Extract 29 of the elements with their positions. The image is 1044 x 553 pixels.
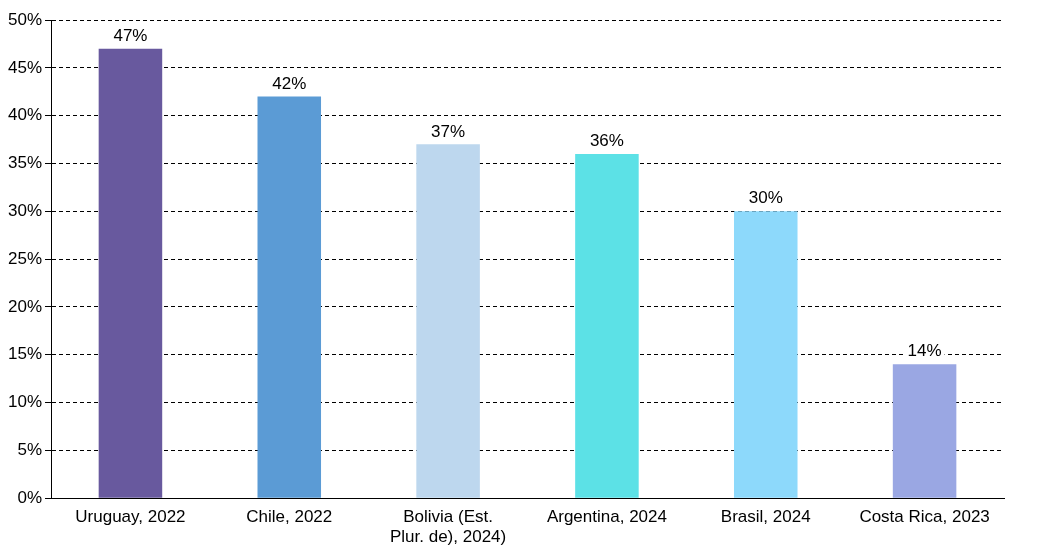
x-tick-label: Chile, 2022	[246, 507, 333, 527]
y-tick-label: 50%	[7, 9, 43, 29]
y-tick-label: 45%	[7, 57, 43, 77]
bar	[416, 144, 480, 498]
y-tick-label: 15%	[7, 344, 43, 364]
data-label: 36%	[589, 131, 624, 151]
data-label: 37%	[431, 121, 466, 141]
x-tick-label: Argentina, 2024	[546, 507, 667, 527]
bar	[892, 364, 957, 498]
y-tick-label: 0%	[17, 487, 43, 507]
bar	[98, 48, 163, 498]
x-tick-label: Brasil, 2024	[720, 507, 811, 527]
data-label: 47%	[113, 25, 148, 45]
y-tick-label: 40%	[7, 105, 43, 125]
bar	[257, 96, 322, 498]
x-tick-label: Uruguay, 2022	[75, 507, 186, 527]
y-tick-label: 20%	[7, 296, 43, 316]
x-tick-label: Bolivia (Est. Plur. de), 2024)	[389, 507, 507, 547]
data-label: 30%	[748, 188, 783, 208]
y-tick-label: 30%	[7, 200, 43, 220]
y-tick-label: 35%	[7, 153, 43, 173]
data-label: 42%	[272, 73, 307, 93]
y-tick-label: 10%	[7, 392, 43, 412]
bar	[575, 153, 639, 498]
y-tick-label: 25%	[7, 248, 43, 268]
x-tick-label: Costa Rica, 2023	[859, 507, 990, 527]
y-tick-label: 5%	[17, 440, 43, 460]
data-label: 14%	[907, 341, 942, 361]
bar	[733, 211, 798, 498]
